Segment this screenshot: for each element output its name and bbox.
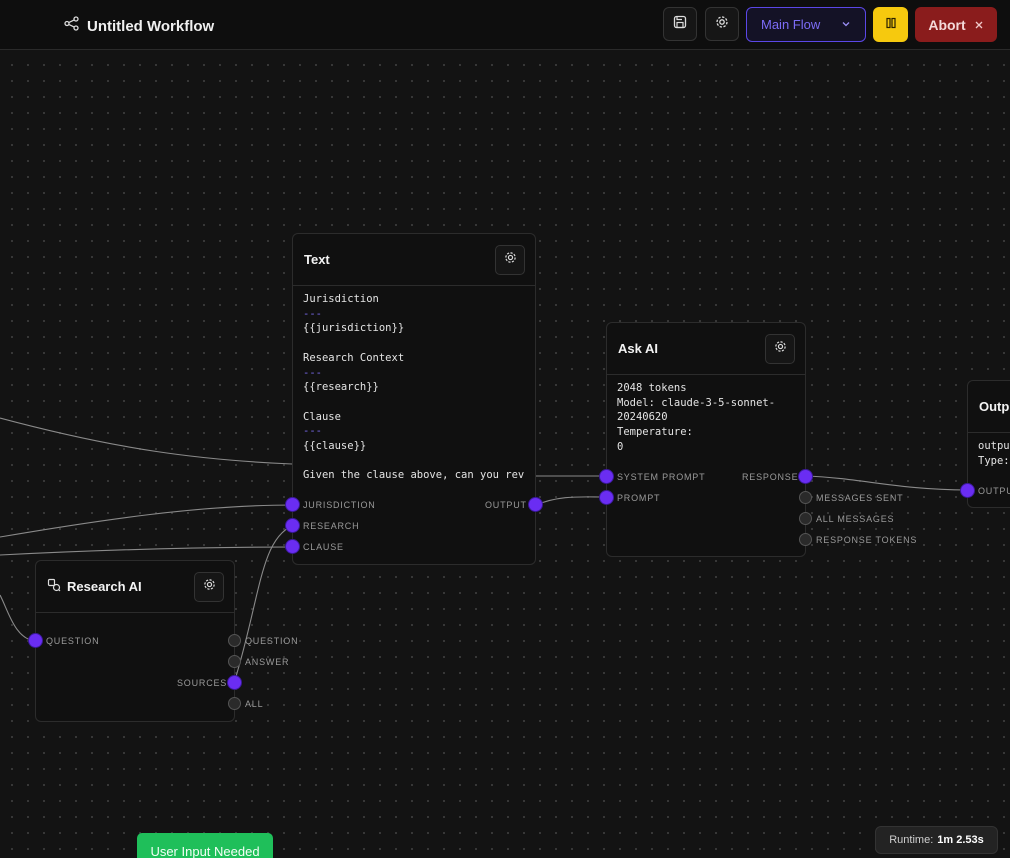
research-icon xyxy=(47,578,61,595)
output-node-title: Outpu xyxy=(979,399,1010,414)
user-input-needed-button[interactable]: User Input Needed xyxy=(137,833,273,858)
ask-ai-settings-button[interactable] xyxy=(765,333,795,364)
gear-icon xyxy=(203,578,216,596)
port-label-jurisdiction: JURISDICTION xyxy=(303,500,376,510)
text-line: --- xyxy=(303,425,322,438)
research-ai-node-title: Research AI xyxy=(67,579,142,594)
output-node[interactable]: Outpu outpu Type: xyxy=(967,380,1010,508)
port-label-answer: ANSWER xyxy=(245,657,290,667)
port-label-question-out: QUESTION xyxy=(245,636,299,646)
text-line: {{clause}} xyxy=(303,440,367,453)
output-node-header[interactable]: Outpu xyxy=(968,381,1010,433)
settings-button[interactable] xyxy=(705,7,739,41)
jurisdiction-input-port[interactable] xyxy=(286,498,299,511)
research-ai-node-header[interactable]: Research AI xyxy=(36,561,234,613)
research-ai-settings-button[interactable] xyxy=(194,571,224,602)
flow-select[interactable]: Main Flow xyxy=(746,7,866,42)
top-bar: Untitled Workflow Main Flow Abort xyxy=(0,0,1010,50)
sources-output-port[interactable] xyxy=(228,676,241,689)
gear-icon xyxy=(715,15,729,34)
ask-ai-line: 20240620 xyxy=(617,411,668,424)
text-line: {{research}} xyxy=(303,381,379,394)
ask-ai-node-title: Ask AI xyxy=(618,341,658,356)
workflow-canvas[interactable] xyxy=(0,51,1010,858)
flow-select-value: Main Flow xyxy=(761,17,821,32)
port-label-messages-sent: MESSAGES SENT xyxy=(816,493,904,503)
text-node[interactable]: Text Jurisdiction --- {{jurisdiction}} R… xyxy=(292,233,536,565)
clause-input-port[interactable] xyxy=(286,540,299,553)
output-line: Type: xyxy=(978,454,1010,467)
gear-icon xyxy=(504,251,517,269)
response-output-port[interactable] xyxy=(799,470,812,483)
ask-ai-node[interactable]: Ask AI 2048 tokens Model: claude-3-5-son… xyxy=(606,322,806,557)
port-label-output: OUTPUT xyxy=(485,500,527,510)
abort-label: Abort xyxy=(928,16,966,33)
save-icon xyxy=(673,15,687,34)
all-output-port[interactable] xyxy=(228,697,241,710)
answer-output-port[interactable] xyxy=(228,655,241,668)
runtime-badge: Runtime: 1m 2.53s xyxy=(875,826,998,854)
text-node-title: Text xyxy=(304,252,330,267)
research-ai-node-title-wrap: Research AI xyxy=(47,578,142,595)
save-button[interactable] xyxy=(663,7,697,41)
runtime-value: 1m 2.53s xyxy=(937,834,984,846)
workflow-title-text[interactable]: Untitled Workflow xyxy=(87,17,215,35)
port-label-question-in: QUESTION xyxy=(46,636,100,646)
output-input-port[interactable] xyxy=(961,484,974,497)
port-label-sources: SOURCES xyxy=(177,678,228,688)
text-line: Jurisdiction xyxy=(303,293,379,305)
user-input-label: User Input Needed xyxy=(150,844,260,858)
system-prompt-input-port[interactable] xyxy=(600,470,613,483)
text-line: --- xyxy=(303,307,322,320)
port-label-response-tokens: RESPONSE TOKENS xyxy=(816,535,918,545)
port-label-research: RESEARCH xyxy=(303,521,360,531)
text-line: Given the clause above, can you rev xyxy=(303,469,525,482)
ask-ai-line: 0 xyxy=(617,440,624,453)
gear-icon xyxy=(774,340,787,358)
output-node-summary: outpu Type: xyxy=(978,439,1010,468)
pause-icon xyxy=(885,16,897,34)
workflow-icon xyxy=(64,16,79,36)
abort-button[interactable]: Abort xyxy=(915,7,997,42)
ask-ai-node-header[interactable]: Ask AI xyxy=(607,323,805,375)
text-node-header[interactable]: Text xyxy=(293,234,535,286)
ask-ai-line: Model: claude-3-5-sonnet- xyxy=(617,396,776,409)
text-line: Clause xyxy=(303,410,341,423)
port-label-clause: CLAUSE xyxy=(303,542,344,552)
workflow-title: Untitled Workflow xyxy=(64,16,214,36)
port-label-system-prompt: SYSTEM PROMPT xyxy=(617,472,706,482)
question-output-port[interactable] xyxy=(228,634,241,647)
runtime-label: Runtime: xyxy=(889,834,934,846)
ask-ai-line: 2048 tokens xyxy=(617,382,687,394)
port-label-all: ALL xyxy=(245,699,264,709)
text-line: --- xyxy=(303,366,322,379)
text-line xyxy=(303,454,525,469)
messages-sent-output-port[interactable] xyxy=(799,491,812,504)
ask-ai-line: Temperature: xyxy=(617,426,693,439)
port-label-prompt: PROMPT xyxy=(617,493,661,503)
text-output-port[interactable] xyxy=(529,498,542,511)
response-tokens-output-port[interactable] xyxy=(799,533,812,546)
chevron-down-icon xyxy=(841,17,851,32)
text-node-settings-button[interactable] xyxy=(495,244,525,275)
output-line: outpu xyxy=(978,440,1010,452)
pause-button[interactable] xyxy=(873,7,908,42)
text-line: Research Context xyxy=(303,351,405,364)
text-line xyxy=(303,336,525,351)
port-label-output-input: OUTPU xyxy=(978,486,1010,496)
question-input-port[interactable] xyxy=(29,634,42,647)
text-line xyxy=(303,395,525,410)
ask-ai-summary: 2048 tokens Model: claude-3-5-sonnet- 20… xyxy=(617,381,775,455)
close-icon xyxy=(974,17,984,33)
all-messages-output-port[interactable] xyxy=(799,512,812,525)
port-label-all-messages: ALL MESSAGES xyxy=(816,514,895,524)
text-line: {{jurisdiction}} xyxy=(303,322,405,335)
text-node-content[interactable]: Jurisdiction --- {{jurisdiction}} Resear… xyxy=(303,292,525,483)
research-input-port[interactable] xyxy=(286,519,299,532)
prompt-input-port[interactable] xyxy=(600,491,613,504)
port-label-response: RESPONSE xyxy=(742,472,799,482)
